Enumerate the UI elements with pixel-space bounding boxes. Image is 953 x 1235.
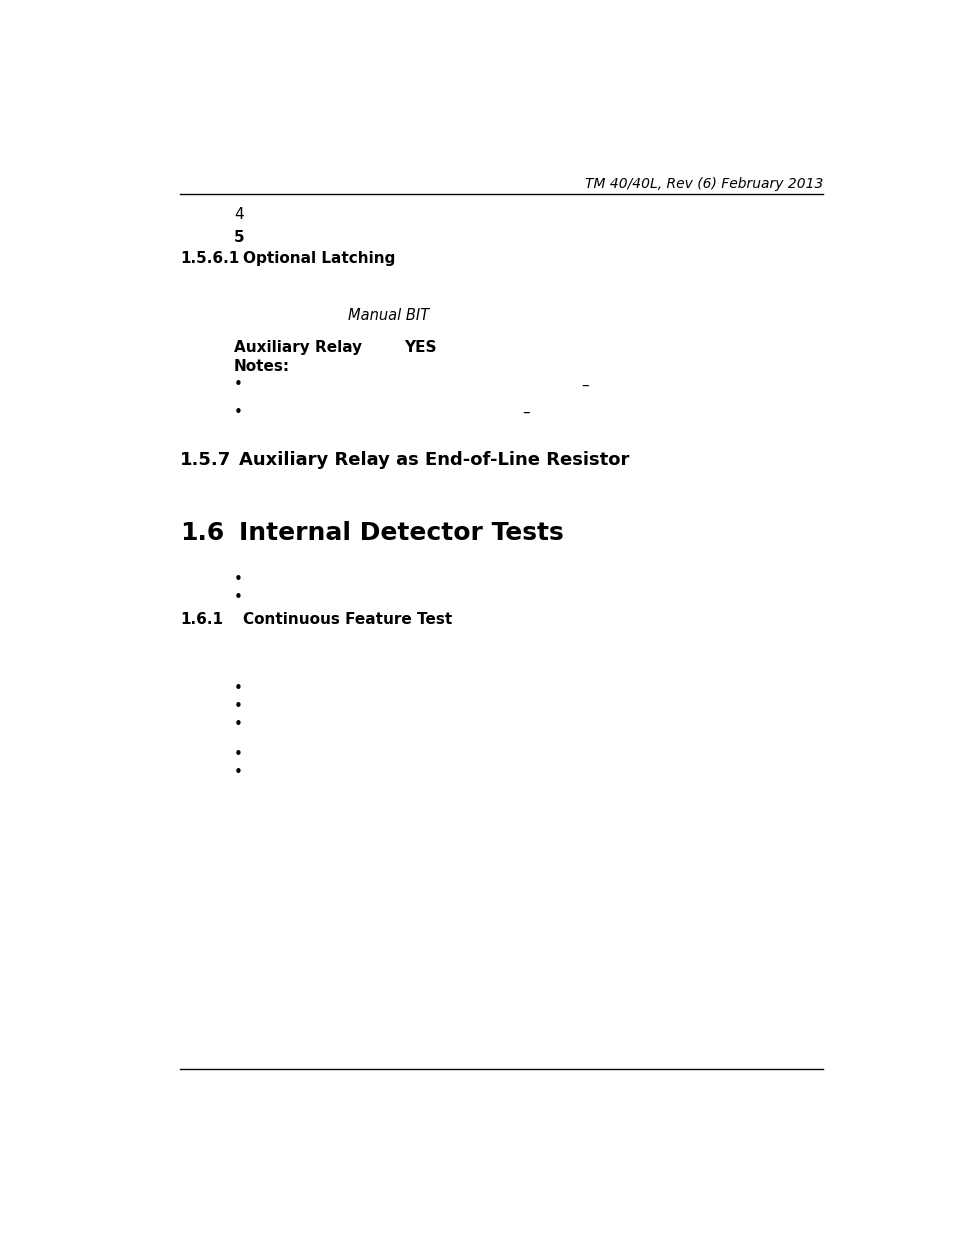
Text: •: • (233, 378, 242, 393)
Text: •: • (233, 680, 242, 695)
Text: 4: 4 (233, 207, 243, 222)
Text: TM 40/40L, Rev (6) February 2013: TM 40/40L, Rev (6) February 2013 (584, 178, 822, 191)
Text: •: • (233, 718, 242, 732)
Text: •: • (233, 699, 242, 714)
Text: 1.5.6.1: 1.5.6.1 (180, 251, 239, 266)
Text: YES: YES (403, 341, 436, 356)
Text: Notes:: Notes: (233, 359, 290, 374)
Text: •: • (233, 589, 242, 605)
Text: •: • (233, 766, 242, 781)
Text: Optional Latching: Optional Latching (242, 251, 395, 266)
Text: •: • (233, 573, 242, 588)
Text: 5: 5 (233, 230, 244, 245)
Text: •: • (233, 747, 242, 762)
Text: Continuous Feature Test: Continuous Feature Test (242, 613, 452, 627)
Text: 1.5.7: 1.5.7 (180, 451, 231, 469)
Text: –: – (580, 378, 588, 393)
Text: Internal Detector Tests: Internal Detector Tests (239, 521, 563, 546)
Text: Auxiliary Relay: Auxiliary Relay (233, 341, 361, 356)
Text: 1.6: 1.6 (180, 521, 224, 546)
Text: Auxiliary Relay as End-of-Line Resistor: Auxiliary Relay as End-of-Line Resistor (239, 451, 629, 469)
Text: –: – (521, 405, 529, 420)
Text: •: • (233, 405, 242, 420)
Text: 1.6.1: 1.6.1 (180, 613, 223, 627)
Text: Manual BIT: Manual BIT (348, 308, 429, 324)
